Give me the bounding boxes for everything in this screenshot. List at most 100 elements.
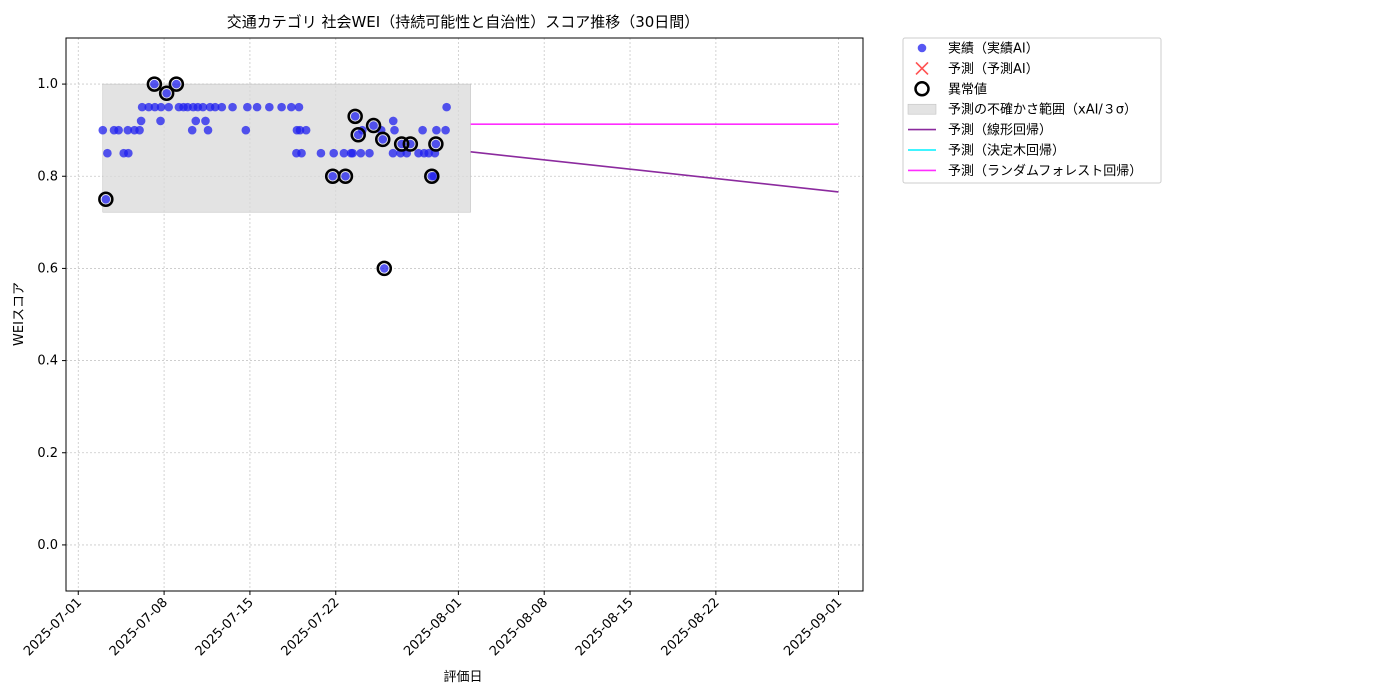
actual-point: [156, 116, 165, 126]
x-tick-label: 2025-07-22: [279, 595, 343, 659]
actual-point: [210, 102, 220, 112]
actual-point: [187, 125, 197, 135]
actual-point: [137, 102, 147, 112]
actual-point: [341, 171, 350, 181]
actual-point: [114, 125, 123, 135]
actual-point: [243, 102, 252, 112]
actual-point: [287, 102, 296, 112]
x-tick-label: 2025-07-15: [193, 595, 257, 659]
actual-point: [378, 135, 388, 144]
y-tick-label: 0.0: [37, 538, 58, 553]
actual-point: [348, 148, 357, 158]
anomaly-marker: [393, 136, 410, 152]
legend-frame: [902, 37, 1162, 184]
x-tick-label: 2025-08-15: [573, 595, 637, 659]
anomaly-marker: [158, 85, 175, 102]
actual-point: [135, 125, 144, 135]
anomaly-marker: [428, 136, 444, 152]
actual-point: [432, 125, 441, 135]
actual-point: [217, 102, 227, 112]
actual-point: [294, 102, 304, 112]
x-axis-label: 評価日: [443, 670, 482, 685]
actual-point: [203, 125, 213, 135]
actual-point: [124, 148, 133, 158]
anomaly-marker: [424, 168, 440, 184]
anomaly-marker: [347, 108, 363, 125]
x-tick-label: 2025-07-01: [21, 595, 85, 659]
y-axis-label: WEIスコア: [12, 282, 27, 346]
anomaly-marker: [376, 260, 393, 277]
prediction-lines: [470, 123, 839, 193]
actual-point: [277, 102, 286, 112]
x-tick-label: 2025-07-08: [107, 595, 171, 659]
x-tick-label: 2025-09-01: [781, 595, 845, 659]
actual-point: [136, 116, 146, 126]
actual-point: [301, 125, 311, 135]
actual-point: [123, 125, 133, 135]
actual-point: [201, 116, 210, 126]
actual-point: [431, 139, 441, 149]
actual-point: [150, 79, 159, 89]
actual-point: [418, 125, 427, 135]
actual-point: [172, 79, 181, 89]
y-axis-ticks: 0.0 0.2 0.4 0.6 0.8 1.0: [37, 77, 66, 553]
actual-point: [252, 102, 262, 112]
prediction-line: [470, 151, 839, 193]
y-tick-label: 0.6: [37, 261, 58, 276]
anomaly-marker: [168, 76, 185, 92]
anomaly-marker: [98, 191, 114, 208]
plot-frame: [65, 37, 864, 592]
legend-anomaly-marker: [914, 81, 930, 97]
actual-point: [429, 171, 439, 181]
legend-label: 予測の不確かさ範囲（xAI/３σ）: [948, 102, 1137, 118]
actual-point: [150, 102, 160, 112]
actual-point: [164, 102, 173, 112]
x-tick-label: 2025-08-08: [487, 595, 551, 659]
anomaly-markers: [98, 76, 444, 277]
x-tick-label: 2025-08-01: [401, 595, 465, 659]
actual-point: [369, 121, 378, 130]
y-tick-label: 0.8: [37, 169, 58, 184]
legend-label: 異常値: [948, 81, 987, 97]
actual-point: [379, 264, 389, 273]
actual-point: [329, 148, 339, 158]
anomaly-marker: [375, 131, 391, 148]
actual-point: [390, 125, 399, 135]
x-axis-ticks: 2025-07-01 2025-07-08 2025-07-15 2025-07-22…: [21, 591, 845, 659]
actual-point: [295, 125, 305, 135]
actual-point: [365, 148, 374, 158]
actual-point: [388, 116, 398, 126]
actual-point: [388, 148, 398, 158]
anomaly-marker: [146, 76, 163, 92]
actual-point: [198, 102, 208, 112]
actual-point: [191, 116, 201, 126]
actual-point: [265, 102, 274, 112]
anomaly-marker: [365, 117, 382, 134]
actual-point: [241, 125, 251, 135]
legend-label: 予測（予測AI）: [948, 62, 1039, 77]
legend-predicted-marker: [915, 61, 929, 75]
legend-label: 予測（ランダムフォレスト回帰）: [948, 163, 1142, 179]
actual-point: [441, 125, 450, 135]
y-tick-label: 0.2: [37, 446, 58, 461]
legend-label: 予測（線形回帰）: [948, 122, 1052, 138]
actual-point: [228, 102, 237, 112]
actual-point: [144, 102, 154, 112]
actual-point: [442, 102, 451, 112]
actual-point: [101, 194, 111, 204]
actual-point: [339, 148, 349, 158]
legend-actual-marker: [917, 43, 927, 53]
x-tick-label: 2025-08-22: [659, 595, 723, 659]
anomaly-marker: [350, 127, 366, 143]
chart-title: 交通カテゴリ 社会WEI（持続可能性と自治性）スコア推移（30日間）: [227, 13, 700, 31]
actual-point: [356, 148, 366, 158]
y-tick-label: 1.0: [37, 77, 58, 92]
actual-point: [162, 89, 171, 98]
actual-point: [297, 148, 306, 158]
actual-point: [156, 102, 166, 112]
anomaly-marker: [337, 168, 354, 184]
actual-points: [98, 79, 451, 273]
y-tick-label: 0.4: [37, 354, 58, 369]
